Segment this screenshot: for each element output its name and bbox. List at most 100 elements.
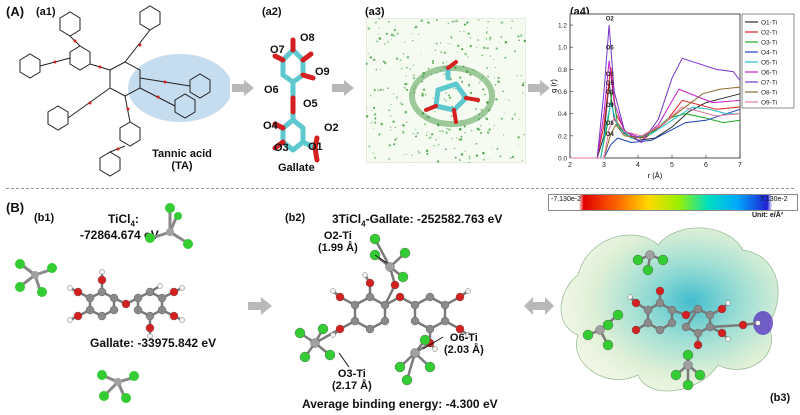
series-line-o4-ti	[570, 108, 741, 159]
peak-label: O6	[606, 45, 615, 51]
legend-label: O8-Ti	[761, 90, 777, 97]
double-arrow-icon	[524, 297, 554, 315]
legend-label: O6-Ti	[761, 70, 777, 77]
gallate-stick-model	[272, 37, 320, 163]
x-tick-label: 5	[670, 162, 674, 169]
x-tick-label: 6	[704, 162, 708, 169]
esp-map	[560, 227, 779, 392]
esp-scale-max: 7.130e-2	[760, 196, 788, 203]
panel-b2-label: (b2)	[285, 212, 306, 224]
plot-frame	[569, 13, 741, 159]
atom-label-o7: O7	[270, 44, 285, 56]
panel-b1-label: (b1)	[34, 212, 55, 224]
panel-b-label: (B)	[6, 200, 25, 215]
atom-label-o2: O2	[324, 122, 339, 134]
highlight-ellipse	[128, 54, 230, 122]
o6ti-name: O6-Ti	[449, 332, 478, 344]
o2ti-distance: (1.99 Å)	[318, 242, 358, 254]
x-tick-label: 4	[636, 162, 640, 169]
o3ti-distance: (2.17 Å)	[332, 380, 372, 392]
series-line-o9-ti	[570, 106, 741, 159]
y-tick-label: 1.2	[558, 23, 567, 30]
ticl4-colon: :	[134, 212, 139, 226]
complex-title-sub: 4	[361, 219, 366, 229]
y-tick-label: 0.0	[558, 156, 567, 163]
arrow-right-icon	[332, 80, 354, 96]
atom-label-o6: O6	[264, 84, 279, 96]
esp-unit: Unit: e/Å³	[752, 212, 784, 219]
x-axis-label: r (Å)	[648, 171, 663, 180]
tannic-acid-line1: Tannic acid	[152, 148, 212, 160]
y-tick-label: 0.6	[558, 89, 567, 96]
legend-label: O9-Ti	[761, 100, 777, 107]
average-binding-energy: Average binding energy: -4.300 eV	[302, 397, 498, 411]
peak-label: O4	[606, 132, 615, 138]
complex-title-post: -Gallate: -252582.763 eV	[365, 212, 503, 226]
y-tick-label: 1.0	[558, 45, 567, 52]
gallate-name: Gallate	[278, 162, 315, 174]
legend-label: O7-Ti	[761, 80, 777, 87]
section-divider	[6, 188, 794, 189]
y-tick-label: 0.8	[558, 67, 567, 74]
ticl4-energy: -72864.674 eV	[80, 228, 159, 242]
complex-title-pre: 3TiCl	[332, 212, 362, 226]
y-tick-label: 0.4	[558, 111, 567, 118]
esp-color-scale	[548, 194, 798, 211]
panel-a-label: (A)	[6, 4, 25, 19]
gallate-energy: Gallate: -33975.842 eV	[90, 336, 217, 350]
panel-b3-label: (b3)	[770, 392, 791, 404]
o6ti-distance: (2.03 Å)	[444, 344, 484, 356]
panel-a1-label: (a1)	[36, 6, 56, 18]
gallate-ball-stick	[67, 269, 185, 339]
y-axis-label: g (r)	[549, 79, 558, 93]
solvation-snapshot	[366, 18, 526, 163]
peak-label: O8	[606, 121, 615, 127]
legend-label: O3-Ti	[761, 40, 777, 47]
ticl4-molecule-3	[97, 370, 139, 403]
x-tick-label: 3	[602, 162, 606, 169]
legend-label: O5-Ti	[761, 60, 777, 67]
legend-box	[741, 13, 795, 109]
legend-label: O2-Ti	[761, 30, 777, 37]
atom-label-o3: O3	[274, 142, 289, 154]
peak-label: O9	[606, 103, 615, 109]
tannic-acid-line2: (TA)	[171, 160, 193, 172]
o3ti-annotation: O3-Ti (2.17 Å)	[332, 368, 372, 392]
o3ti-name: O3-Ti	[337, 368, 366, 380]
atom-label-o5: O5	[303, 98, 318, 110]
atom-label-o9: O9	[315, 66, 330, 78]
x-tick-label: 2	[568, 162, 572, 169]
complex-ball-stick	[294, 233, 471, 386]
esp-scale-min: -7.130e-2	[551, 196, 581, 203]
arrow-right-icon	[528, 80, 550, 96]
atom-label-o8: O8	[300, 32, 315, 44]
o6ti-annotation: O6-Ti (2.03 Å)	[444, 332, 484, 356]
peak-label: O2	[606, 17, 615, 23]
arrow-right-icon	[232, 80, 254, 96]
ticl4-title-text: TiCl	[108, 212, 131, 226]
atom-label-o1: O1	[308, 141, 323, 153]
tannic-acid-structure	[19, 5, 230, 177]
b1-molecules	[15, 203, 193, 403]
o2ti-name: O2-Ti	[323, 230, 352, 242]
x-tick-label: 7	[738, 162, 742, 169]
legend-label: O4-Ti	[761, 50, 777, 57]
peak-label: O5	[606, 81, 615, 87]
y-tick-label: 0.2	[558, 133, 567, 140]
legend-label: O1-Ti	[761, 20, 777, 27]
ticl4-molecule-2	[15, 259, 57, 297]
complex-title: 3TiCl4-Gallate: -252582.763 eV	[332, 212, 502, 228]
series-line-o8-ti	[570, 86, 741, 159]
panel-a2-label: (a2)	[262, 6, 282, 18]
rdf-chart: 2 3 4 5 6 7 0.0 0.2 0.4 0.6 0.8 1.0 1.2 r (Å) g (r) O2 O…	[549, 13, 795, 180]
tannic-acid-name: Tannic acid (TA)	[147, 148, 217, 172]
ticl4-molecule-1	[145, 203, 193, 249]
o2ti-annotation: O2-Ti (1.99 Å)	[318, 230, 358, 254]
peak-label: O1	[606, 90, 615, 96]
atom-label-o4: O4	[263, 120, 278, 132]
panel-a3-label: (a3)	[365, 6, 385, 18]
ticl4-subscript: 4	[130, 219, 135, 229]
peak-label: O3	[606, 72, 615, 78]
arrow-right-icon	[248, 297, 272, 315]
ticl4-title: TiCl4:	[108, 212, 139, 228]
